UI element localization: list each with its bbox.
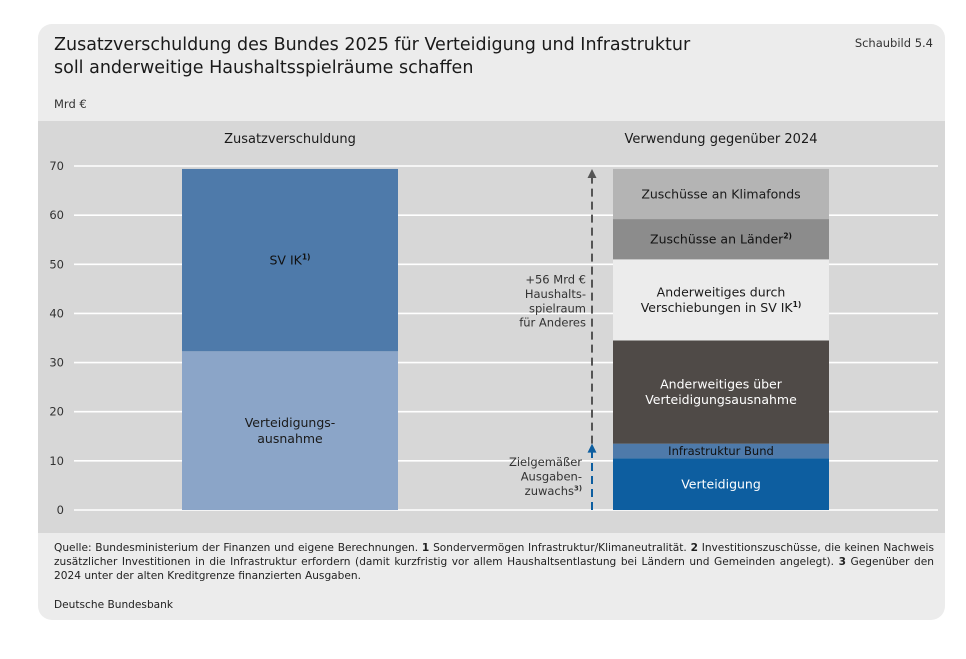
annotation-haushaltsspielraum: +56 Mrd € Haushalts-spiel­raum für Anderes (519, 273, 586, 330)
footnote-1-number: 1 (421, 542, 430, 554)
chart-svg: 0 10 20 30 40 50 60 70 Zusatzverschuldung Verwend… (49, 132, 938, 517)
annotation-haushaltsspielraum-line: +56 Mrd € (525, 273, 586, 287)
bar-label-2-line: SV IK (270, 252, 303, 267)
bar-label-7-sup: 2) (783, 232, 792, 241)
bar-label-8: Zuschüsse an Klimafonds (641, 186, 800, 201)
bar-label-2: SV IK1) (270, 252, 311, 267)
annotation-ausgabenzuwachs-line: Ausgaben- (521, 470, 582, 484)
chart-title-line-2: soll anderweitige Haushaltsspielräume sc… (54, 58, 474, 78)
publisher-label: Deutsche Bundesbank (54, 599, 174, 611)
bar-segment-7 (613, 219, 829, 260)
y-tick-label-50: 50 (49, 257, 64, 271)
annotation-ausgabenzuwachs-sup: 3) (574, 484, 582, 492)
chart-title: Zusatzverschuldung des Bundes 2025 für V… (54, 34, 774, 80)
y-tick-label-0: 0 (57, 503, 64, 517)
source-text: Quelle: Bundesministerium der Finanzen u… (54, 542, 422, 554)
y-tick-label-70: 70 (49, 159, 64, 173)
annotation-ausgabenzuwachs-line: zuwachs (525, 484, 574, 498)
bar-segment-6 (613, 259, 829, 341)
annotation-haushaltsspielraum-line: spiel­raum (529, 301, 586, 315)
bar-segment-1 (182, 351, 398, 510)
arrow-head-ausgabenzuwachs (587, 443, 597, 453)
y-tick-label-20: 20 (49, 405, 64, 419)
bar-segment-2 (182, 168, 398, 352)
bar-label-6-sup: 1) (793, 300, 802, 309)
bar-label-3: Verteidigung (681, 477, 761, 492)
chart-title-line-1: Zusatzverschuldung des Bundes 2025 für V… (54, 35, 691, 55)
bar-label-7-line: Zuschüsse an Länder (650, 232, 784, 247)
bar-label-5-line: Verteidigungsausnahme (645, 392, 797, 407)
chart-card: Zusatzverschuldung des Bundes 2025 für V… (38, 24, 945, 620)
arrow-head-haushaltsspielraum (587, 168, 597, 178)
figure-number-badge: Schaubild 5.4 (854, 36, 933, 50)
bar-label-5-line: Anderweitiges über (660, 377, 783, 392)
annotation-ausgabenzuwachs-line: Zielgemäßer (509, 455, 582, 469)
footnotes: Quelle: Bundesministerium der Finanzen u… (54, 542, 934, 583)
annotation-haushaltsspielraum-line: Haushalts- (525, 287, 586, 301)
bar-label-6: Anderweitiges durch Verschiebungen in SV … (641, 284, 802, 315)
footnote-2-number: 2 (690, 542, 698, 554)
plot-area: 0 10 20 30 40 50 60 70 Zusatzverschuldung Verwend… (38, 121, 945, 533)
y-tick-label-40: 40 (49, 306, 64, 320)
bar-label-5: Anderweitiges über Verteidigungsausnahme (645, 377, 797, 408)
y-tick-label-60: 60 (49, 208, 64, 222)
unit-label: Mrd € (54, 97, 87, 111)
bar-segment-5 (613, 340, 829, 444)
footnote-3-text: Gegenüber den 2024 unter der alten Kredi… (54, 555, 935, 582)
bar-label-4-line: Infrastruktur Bund (668, 444, 774, 458)
bar-label-1-line: Verteidigungs- (245, 415, 336, 430)
y-tick-label-30: 30 (49, 356, 64, 370)
bar-label-3-line: Verteidigung (681, 477, 761, 492)
annotation-haushaltsspielraum-line: für Anderes (519, 316, 586, 330)
bar-label-6-line: Verschiebungen in SV IK (641, 300, 794, 315)
bar-label-6-line: Anderweitiges durch (657, 284, 786, 299)
footnote-3-number: 3 (838, 555, 846, 568)
bar-segment-8 (613, 168, 829, 220)
bar-label-7: Zuschüsse an Länder2) (650, 232, 792, 247)
bar-segment-4 (613, 443, 829, 459)
annotation-ausgabenzuwachs: Zielgemäßer Ausgaben-zuwachs3) (509, 455, 582, 498)
bar-segment-3 (613, 458, 829, 510)
y-tick-label-10: 10 (49, 454, 64, 468)
column-header-1: Zusatzverschuldung (224, 132, 356, 147)
bar-label-4: Infrastruktur Bund (668, 444, 774, 458)
bar-label-8-line: Zuschüsse an Klimafonds (641, 186, 800, 201)
column-header-2: Verwendung gegenüber 2024 (624, 132, 817, 147)
footnote-2-text: Investitionszuschüsse, die keinen Nachwe… (54, 542, 934, 568)
bar-label-1: Verteidigungs-ausnahme (245, 415, 336, 446)
footnote-1-text: Sondervermögen Infrastruktur/Klimaneutra… (429, 542, 691, 554)
bar-label-2-sup: 1) (302, 252, 311, 261)
bar-label-1-line: ausnahme (257, 431, 323, 446)
